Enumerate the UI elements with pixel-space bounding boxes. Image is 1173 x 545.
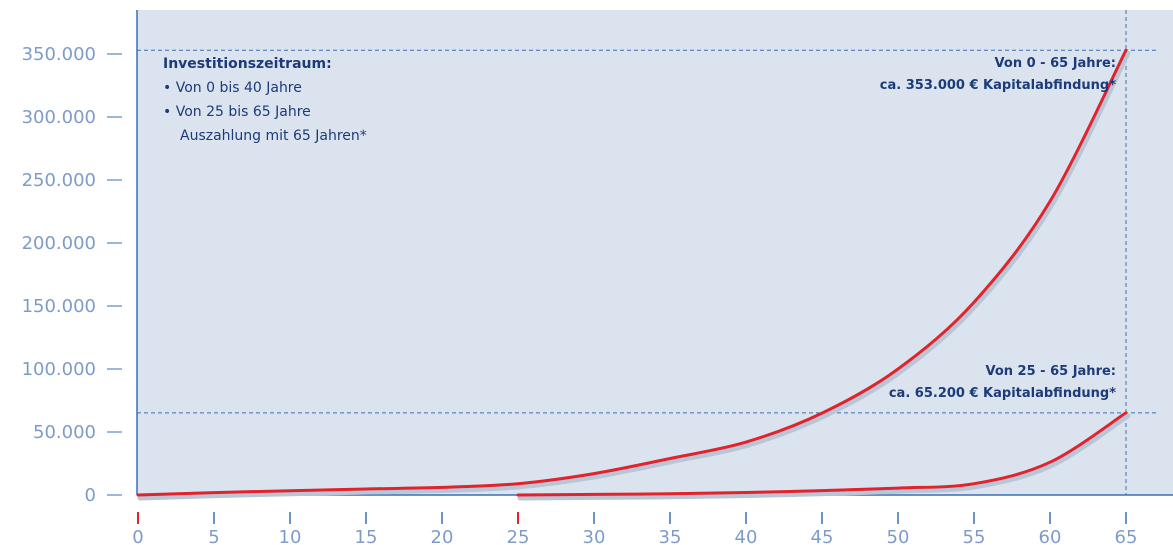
y-tick-label: 100.000 <box>22 359 96 380</box>
x-tick-label: 15 <box>355 527 378 545</box>
reference-lines <box>137 10 1158 495</box>
x-tick-label: 10 <box>279 527 302 545</box>
series-0-shadow <box>137 50 1131 501</box>
y-tick-label: 350.000 <box>22 44 96 65</box>
x-tick-label: 60 <box>1039 527 1062 545</box>
annotation-top-line1: Von 0 - 65 Jahre: <box>995 56 1116 71</box>
annotation-bottom-line2: ca. 65.200 € Kapitalabfindung* <box>889 386 1116 401</box>
x-tick-label: 45 <box>811 527 834 545</box>
x-tick-label: 50 <box>887 527 910 545</box>
x-tick-label: 55 <box>963 527 986 545</box>
y-tick-label: 200.000 <box>22 233 96 254</box>
y-tick-label: 150.000 <box>22 296 96 317</box>
series-lines <box>136 48 1131 501</box>
x-tick-label: 65 <box>1115 527 1138 545</box>
series-1-line <box>516 411 1128 497</box>
x-tick-label: 40 <box>735 527 758 545</box>
x-tick-label: 30 <box>583 527 606 545</box>
x-axis-ticks: 0 5 10 15 20 25 30 35 40 45 50 55 60 65 <box>132 512 1137 545</box>
x-tick-label: 35 <box>659 527 682 545</box>
plot-background <box>137 10 1173 495</box>
legend-item-0-40: • Von 0 bis 40 Jahre <box>163 80 302 96</box>
legend: Investitionszeitraum: • Von 0 bis 40 Jah… <box>163 56 367 144</box>
legend-title: Investitionszeitraum: <box>163 56 332 72</box>
x-tick-label: 0 <box>132 527 143 545</box>
y-tick-label: 300.000 <box>22 107 96 128</box>
legend-item-25-65: • Von 25 bis 65 Jahre <box>163 104 311 120</box>
x-tick-label: 5 <box>208 527 219 545</box>
annotation-bottom: Von 25 - 65 Jahre: ca. 65.200 € Kapitala… <box>889 364 1116 401</box>
legend-note: Auszahlung mit 65 Jahren* <box>180 128 367 144</box>
annotation-top: Von 0 - 65 Jahre: ca. 353.000 € Kapitala… <box>880 56 1116 93</box>
series-1-shadow <box>517 413 1131 501</box>
annotation-top-line2: ca. 353.000 € Kapitalabfindung* <box>880 78 1116 93</box>
series-0-line <box>136 48 1128 497</box>
y-tick-label: 250.000 <box>22 170 96 191</box>
x-tick-label: 20 <box>431 527 454 545</box>
y-tick-label: 50.000 <box>33 422 96 443</box>
annotation-bottom-line1: Von 25 - 65 Jahre: <box>985 364 1116 379</box>
x-tick-label: 25 <box>507 527 530 545</box>
y-axis-ticks: 0 50.000 100.000 150.000 200.000 250.000 300.0… <box>22 44 122 506</box>
y-tick-label: 0 <box>85 485 96 506</box>
